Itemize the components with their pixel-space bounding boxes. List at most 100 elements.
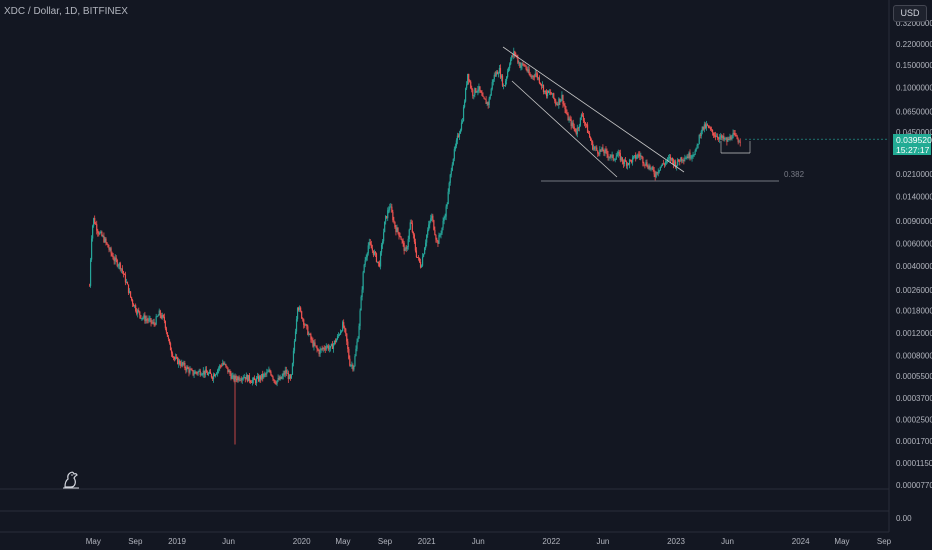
candle-body bbox=[572, 122, 574, 127]
candle-body bbox=[575, 131, 577, 135]
candle-body bbox=[286, 373, 288, 374]
candle-body bbox=[100, 231, 102, 233]
candle-body bbox=[602, 147, 604, 152]
candle-body bbox=[609, 156, 611, 158]
candle-body bbox=[121, 268, 123, 272]
candle-body bbox=[504, 80, 507, 86]
candle-body bbox=[446, 203, 448, 207]
candle-body bbox=[198, 370, 200, 372]
candle-body bbox=[253, 378, 256, 381]
candle-body bbox=[463, 101, 466, 108]
candle-body bbox=[637, 154, 639, 158]
candle-body bbox=[407, 239, 409, 247]
candle-body bbox=[326, 345, 328, 347]
candle-body bbox=[543, 90, 546, 93]
candle-body bbox=[304, 324, 306, 326]
candle-body bbox=[218, 368, 220, 370]
candle-body bbox=[421, 256, 424, 266]
time-tick-label: Jun bbox=[472, 537, 485, 546]
candle-body bbox=[228, 370, 230, 373]
candle-body bbox=[465, 88, 467, 102]
candle-body bbox=[622, 161, 625, 164]
tradingview-logo-icon[interactable] bbox=[62, 470, 80, 490]
candle-body bbox=[621, 157, 623, 162]
candle-body bbox=[733, 133, 735, 134]
candle-body bbox=[204, 369, 206, 375]
candle-body bbox=[213, 374, 216, 377]
candle-body bbox=[454, 146, 456, 150]
candle-body bbox=[679, 161, 681, 163]
candle-body bbox=[475, 88, 477, 93]
candle-body bbox=[502, 85, 505, 87]
candle-body bbox=[390, 206, 392, 208]
candle-body bbox=[466, 84, 468, 89]
candle-body bbox=[477, 89, 479, 92]
candle-body bbox=[136, 310, 138, 314]
candle-body bbox=[161, 315, 163, 319]
candle-body bbox=[736, 135, 738, 140]
candle-body bbox=[517, 57, 519, 63]
candle-body bbox=[115, 257, 117, 260]
candle-body bbox=[689, 152, 691, 158]
candle-body bbox=[562, 94, 564, 104]
candle-body bbox=[419, 261, 422, 268]
candle-body bbox=[490, 88, 492, 96]
candle-body bbox=[368, 241, 370, 246]
candle-body bbox=[384, 221, 386, 233]
candle-body bbox=[626, 163, 629, 166]
candle-body bbox=[152, 322, 154, 323]
candle-body bbox=[692, 155, 694, 157]
currency-button[interactable]: USD bbox=[893, 5, 927, 22]
candle-body bbox=[485, 99, 487, 104]
candle-body bbox=[486, 102, 488, 104]
last-price-badge: 0.03952000 15:27:17 bbox=[893, 134, 932, 155]
candle-body bbox=[713, 135, 716, 137]
candle-body bbox=[706, 124, 709, 126]
candle-body bbox=[97, 230, 99, 233]
candle-body bbox=[175, 357, 177, 359]
candle-body bbox=[665, 161, 668, 163]
candle-body bbox=[176, 357, 178, 358]
candle-body bbox=[337, 334, 340, 336]
symbol-title: XDC / Dollar, 1D, BITFINEX bbox=[4, 6, 128, 17]
candle-body bbox=[163, 316, 165, 321]
candle-body bbox=[221, 365, 223, 367]
candle-body bbox=[501, 75, 504, 86]
candle-body bbox=[718, 138, 720, 140]
candle-body bbox=[257, 376, 259, 379]
candle-body bbox=[254, 380, 257, 384]
candle-body bbox=[702, 126, 704, 130]
candle-body bbox=[118, 263, 120, 266]
candle-body bbox=[476, 91, 478, 93]
time-tick-label: May bbox=[335, 537, 350, 546]
candle-body bbox=[285, 370, 287, 374]
candle-body bbox=[289, 375, 291, 379]
candle-body bbox=[469, 80, 471, 82]
candle-body bbox=[226, 365, 228, 368]
candle-body bbox=[612, 154, 614, 160]
candle-body bbox=[262, 373, 264, 378]
candle-body bbox=[661, 163, 663, 166]
candle-body bbox=[159, 310, 161, 316]
candle-body bbox=[111, 253, 113, 256]
candle-body bbox=[371, 248, 373, 251]
candle-body bbox=[694, 150, 696, 155]
time-tick-label: 2023 bbox=[667, 537, 685, 546]
candle-body bbox=[288, 375, 290, 380]
candle-body bbox=[498, 68, 501, 74]
candle-body bbox=[369, 241, 371, 245]
candle-body bbox=[707, 125, 710, 128]
candle-body bbox=[429, 221, 431, 225]
candle-body bbox=[336, 335, 339, 340]
candle-body bbox=[266, 371, 268, 374]
candle-body bbox=[701, 126, 703, 132]
candle-body bbox=[356, 341, 358, 349]
candle-body bbox=[103, 235, 105, 243]
candle-body bbox=[427, 230, 429, 235]
